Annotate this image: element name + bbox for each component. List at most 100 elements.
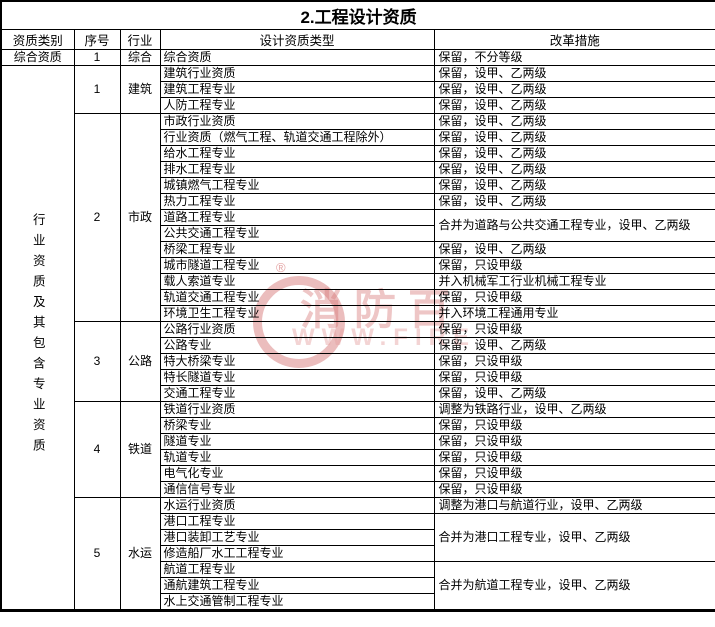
qual-type-cell: 特大桥梁专业 [159, 353, 435, 370]
seq-cell: 2 [73, 113, 121, 322]
qual-type-cell: 铁道行业资质 [159, 401, 435, 418]
measure-cell: 保留，只设甲级 [433, 433, 715, 450]
qual-type-cell: 给水工程专业 [159, 145, 435, 162]
qual-type-cell: 通信信号专业 [159, 481, 435, 498]
qual-type-cell: 轨道专业 [159, 449, 435, 466]
measure-cell-merged: 合并为道路与公共交通工程专业，设甲、乙两级 [433, 209, 715, 242]
measure-cell: 调整为港口与航道行业，设甲、乙两级 [433, 497, 715, 514]
measure-cell: 并入机械军工行业机械工程专业 [433, 273, 715, 290]
qual-type-cell: 综合资质 [159, 49, 435, 66]
col-header-category: 资质类别 [0, 29, 75, 50]
measure-cell: 保留，不分等级 [433, 49, 715, 66]
qual-type-cell: 港口工程专业 [159, 513, 435, 530]
measure-cell: 保留，只设甲级 [433, 417, 715, 434]
table-row: 港口装卸工艺专业 [1, 529, 715, 546]
table-row: 水上交通管制工程专业 [1, 593, 715, 611]
measure-cell: 保留，设甲、乙两级 [433, 241, 715, 258]
qual-type-cell: 道路工程专业 [159, 209, 435, 226]
qual-type-cell: 桥梁工程专业 [159, 241, 435, 258]
measure-cell: 保留，只设甲级 [433, 449, 715, 466]
industry-cell: 市政 [119, 113, 161, 322]
qual-type-cell: 航道工程专业 [159, 561, 435, 578]
measure-cell-merged: 合并为港口工程专业，设甲、乙两级 [433, 513, 715, 562]
qual-type-cell: 隧道专业 [159, 433, 435, 450]
table-row: 隧道专业 保留，只设甲级 [1, 433, 715, 450]
table-row: 道路工程专业 合并为道路与公共交通工程专业，设甲、乙两级 [1, 209, 715, 242]
table-row: 热力工程专业 保留，设甲、乙两级 [1, 193, 715, 210]
qual-type-cell: 特长隧道专业 [159, 369, 435, 386]
col-header-measure: 改革措施 [433, 29, 715, 50]
measure-cell: 并入环境工程通用专业 [433, 305, 715, 322]
table-row: 桥梁工程专业 保留，设甲、乙两级 [1, 241, 715, 258]
measure-cell-merged: 合并为航道工程专业，设甲、乙两级 [433, 561, 715, 611]
measure-cell: 保留，只设甲级 [433, 289, 715, 306]
table-row: 给水工程专业 保留，设甲、乙两级 [1, 145, 715, 162]
table-row: 行业资质及其包含专业资质 1 建筑 建筑行业资质 保留，设甲、乙两级 [0, 65, 715, 611]
measure-cell: 保留，只设甲级 [433, 321, 715, 338]
measure-cell: 保留，只设甲级 [433, 481, 715, 498]
measure-cell: 保留，设甲、乙两级 [433, 65, 715, 82]
table-row: 行业资质（燃气工程、轨道交通工程除外） 保留，设甲、乙两级 [1, 129, 715, 146]
measure-cell: 保留，设甲、乙两级 [433, 97, 715, 114]
industry-cell: 综合 [119, 49, 161, 66]
measure-cell: 保留，设甲、乙两级 [433, 385, 715, 402]
seq-cell: 3 [73, 321, 121, 402]
qual-type-cell: 城镇燃气工程专业 [159, 177, 435, 194]
table-row: 城镇燃气工程专业 保留，设甲、乙两级 [1, 177, 715, 194]
measure-cell: 保留，设甲、乙两级 [433, 129, 715, 146]
qual-type-cell: 建筑工程专业 [159, 81, 435, 98]
measure-cell: 保留，设甲、乙两级 [433, 81, 715, 98]
qual-type-cell: 市政行业资质 [159, 113, 435, 130]
seq-cell: 4 [73, 401, 121, 498]
measure-cell: 调整为铁路行业，设甲、乙两级 [433, 401, 715, 418]
qual-type-cell: 公共交通工程专业 [159, 225, 435, 242]
measure-cell: 保留，设甲、乙两级 [433, 177, 715, 194]
qual-type-cell: 环境卫生工程专业 [159, 305, 435, 322]
table-row: 排水工程专业 保留，设甲、乙两级 [1, 161, 715, 178]
industry-cell: 水运 [119, 497, 161, 611]
qual-type-cell: 排水工程专业 [159, 161, 435, 178]
qual-type-cell: 公路行业资质 [159, 321, 435, 338]
industry-cell: 铁道 [119, 401, 161, 498]
qual-type-cell: 建筑行业资质 [159, 65, 435, 82]
measure-cell: 保留，设甲、乙两级 [433, 193, 715, 210]
measure-cell: 保留，只设甲级 [433, 257, 715, 274]
measure-cell: 保留，设甲、乙两级 [433, 337, 715, 354]
table-row: 桥梁专业 保留，只设甲级 [1, 417, 715, 434]
seq-cell: 1 [73, 49, 121, 66]
qual-type-cell: 水上交通管制工程专业 [159, 593, 435, 611]
qual-type-cell: 轨道交通工程专业 [159, 289, 435, 306]
col-header-industry: 行业 [119, 29, 161, 50]
qual-type-cell: 电气化专业 [159, 465, 435, 482]
table-row: 特大桥梁专业 保留，只设甲级 [1, 353, 715, 370]
col-header-seq: 序号 [73, 29, 121, 50]
qual-type-cell: 行业资质（燃气工程、轨道交通工程除外） [159, 129, 435, 146]
category-cell-industry: 行业资质及其包含专业资质 [0, 65, 75, 611]
vertical-category-label: 行业资质及其包含专业资质 [30, 212, 45, 459]
measure-cell: 保留，设甲、乙两级 [433, 113, 715, 130]
measure-cell: 保留，只设甲级 [433, 369, 715, 386]
table-row: 航道工程专业 合并为航道工程专业，设甲、乙两级 [1, 561, 715, 611]
qual-type-cell: 水运行业资质 [159, 497, 435, 514]
measure-cell: 保留，只设甲级 [433, 353, 715, 370]
table-row: 5 水运 水运行业资质 调整为港口与航道行业，设甲、乙两级 [1, 497, 715, 611]
qual-type-cell: 港口装卸工艺专业 [159, 529, 435, 546]
category-cell-comprehensive: 综合资质 [0, 49, 75, 66]
qual-type-cell: 公路专业 [159, 337, 435, 354]
table-row: 通信信号专业 保留，只设甲级 [1, 481, 715, 498]
qual-type-cell: 载人索道专业 [159, 273, 435, 290]
table-row: 2 市政 市政行业资质 保留，设甲、乙两级 [1, 113, 715, 322]
table-row: 3 公路 公路行业资质 保留，只设甲级 [1, 321, 715, 402]
table-row: 4 铁道 铁道行业资质 调整为铁路行业，设甲、乙两级 [1, 401, 715, 498]
qual-type-cell: 人防工程专业 [159, 97, 435, 114]
measure-cell: 保留，设甲、乙两级 [433, 161, 715, 178]
qual-type-cell: 通航建筑工程专业 [159, 577, 435, 594]
qual-type-cell: 交通工程专业 [159, 385, 435, 402]
qual-type-cell: 桥梁专业 [159, 417, 435, 434]
col-header-qual-type: 设计资质类型 [159, 29, 435, 50]
measure-cell: 保留，只设甲级 [433, 465, 715, 482]
table-row: 综合资质 1 综合 综合资质 保留，不分等级 [0, 49, 715, 66]
table-row: 通航建筑工程专业 [1, 577, 715, 594]
industry-cell: 建筑 [119, 65, 161, 114]
qual-type-cell: 热力工程专业 [159, 193, 435, 210]
